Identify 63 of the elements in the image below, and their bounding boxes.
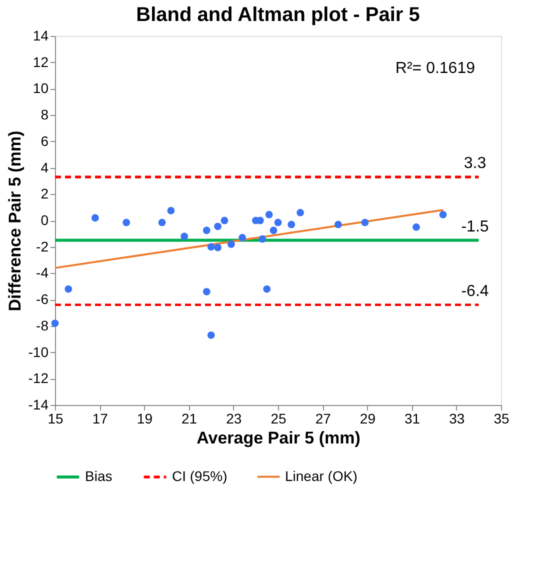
- y-tick-label: -4: [36, 264, 49, 281]
- point: [91, 214, 99, 222]
- chart-title: Bland and Altman plot - Pair 5: [136, 4, 420, 26]
- point: [361, 218, 369, 226]
- point: [122, 218, 130, 226]
- annotation: -1.5: [461, 218, 489, 236]
- point: [51, 320, 59, 327]
- x-tick-label: 17: [92, 410, 108, 426]
- annotation: R²= 0.1619: [395, 60, 476, 77]
- x-tick-label: 29: [360, 410, 376, 426]
- y-tick-label: -2: [36, 238, 49, 254]
- point: [270, 226, 278, 234]
- y-tick-label: 12: [32, 54, 49, 70]
- x-tick-label: 35: [494, 410, 510, 426]
- y-tick-label: 4: [40, 159, 49, 176]
- x-tick-label: 23: [226, 410, 242, 426]
- y-tick-label: -8: [36, 317, 49, 334]
- point: [288, 220, 296, 228]
- legend-label: CI (95%): [172, 468, 228, 484]
- point: [274, 218, 282, 226]
- x-tick-label: 27: [315, 410, 332, 426]
- y-tick-label: -12: [28, 370, 49, 386]
- y-tick-label: 14: [32, 28, 49, 44]
- annotation: -6.4: [461, 282, 489, 300]
- y-tick-label: 6: [40, 132, 49, 149]
- x-tick-label: 31: [404, 410, 420, 426]
- y-tick-label: -6: [36, 291, 49, 308]
- point: [214, 222, 222, 230]
- y-tick-label: -14: [28, 396, 49, 412]
- y-tick-label: 10: [32, 80, 49, 96]
- point: [220, 216, 228, 224]
- point: [227, 240, 235, 248]
- x-tick-label: 25: [270, 410, 286, 426]
- point: [207, 243, 215, 251]
- point: [180, 232, 188, 240]
- point: [258, 235, 266, 243]
- point: [439, 210, 447, 218]
- point: [202, 226, 210, 234]
- y-tick-label: 8: [40, 106, 49, 123]
- point: [64, 285, 72, 293]
- legend-label: Bias: [85, 468, 112, 484]
- y-axis-title: Difference Pair 5 (mm): [5, 130, 24, 312]
- x-tick-label: 33: [449, 410, 465, 426]
- point: [238, 234, 246, 242]
- legend-label: Linear (OK): [285, 468, 358, 484]
- point: [412, 223, 420, 231]
- x-tick-label: 15: [48, 410, 64, 426]
- y-tick-label: 2: [40, 186, 49, 202]
- point: [207, 331, 215, 339]
- point: [296, 208, 304, 216]
- x-tick-label: 19: [136, 410, 153, 426]
- x-axis-title: Average Pair 5 (mm): [196, 428, 360, 448]
- point: [265, 210, 273, 218]
- point: [334, 220, 342, 228]
- point: [167, 206, 175, 214]
- point: [263, 285, 271, 293]
- annotation: 3.3: [464, 155, 486, 172]
- y-tick-label: -10: [28, 344, 49, 360]
- point: [202, 288, 210, 296]
- point: [214, 244, 222, 252]
- y-tick-label: 0: [40, 212, 49, 228]
- x-tick-label: 21: [182, 410, 198, 426]
- point: [158, 218, 166, 226]
